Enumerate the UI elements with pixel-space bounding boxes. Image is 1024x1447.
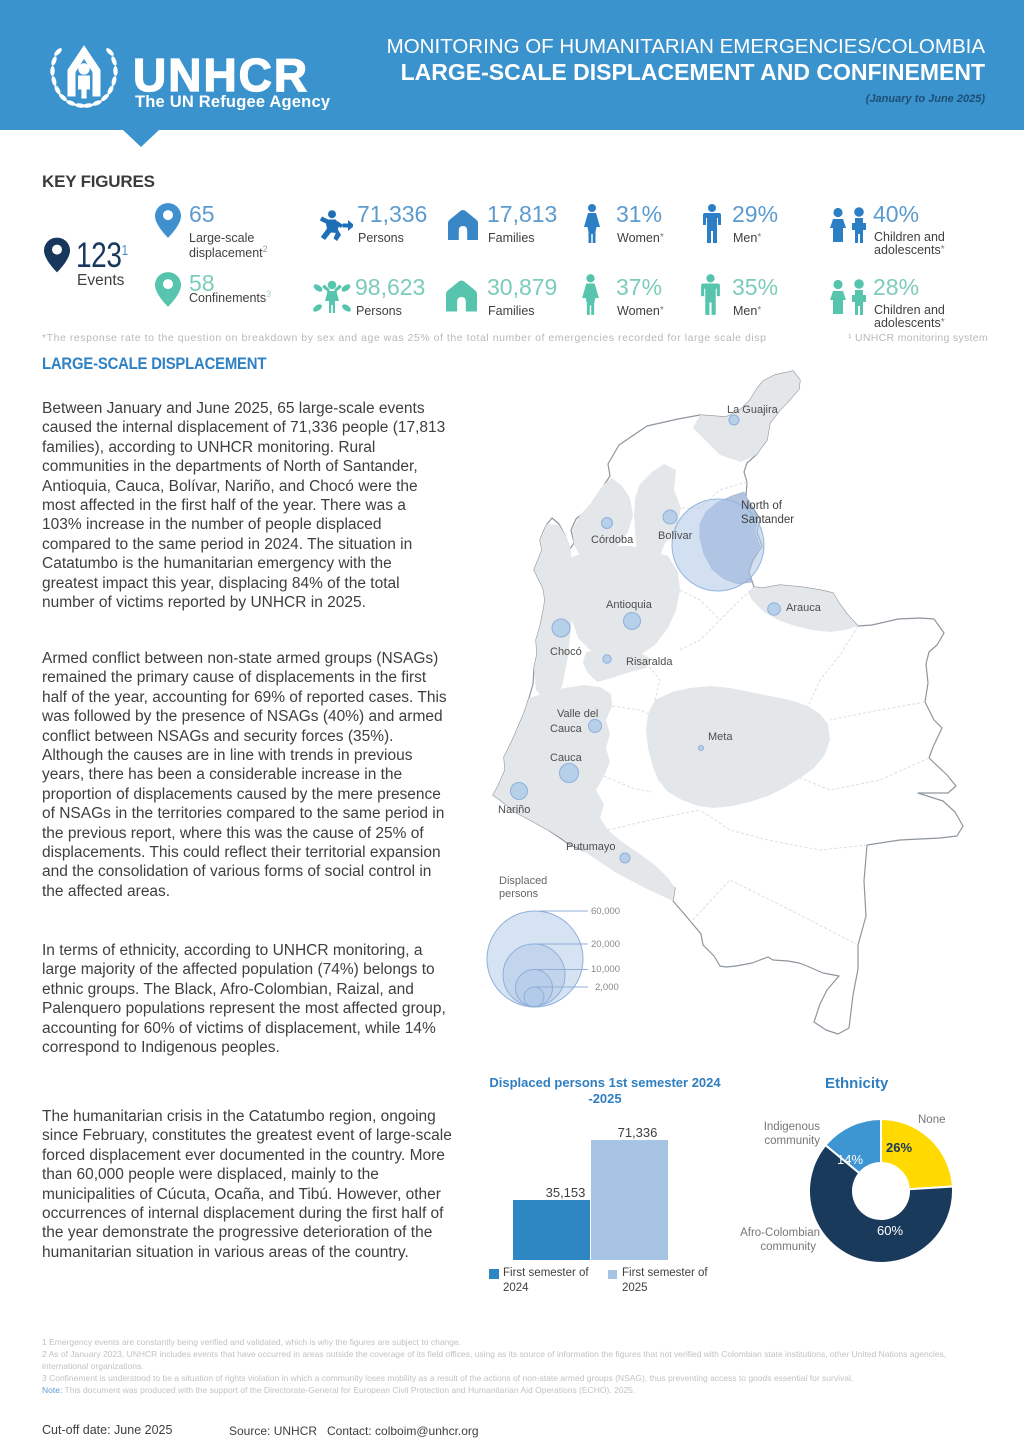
svg-text:Afro-Colombian: Afro-Colombian [740, 1227, 820, 1239]
svg-text:community: community [764, 1135, 820, 1147]
svg-text:Cauca: Cauca [550, 752, 583, 764]
svg-text:Santander: Santander [741, 514, 794, 526]
svg-text:Ethnicity: Ethnicity [825, 1075, 889, 1092]
svg-text:14%: 14% [837, 1152, 863, 1167]
svg-text:10,000: 10,000 [591, 964, 620, 975]
svg-text:Risaralda: Risaralda [626, 656, 673, 668]
svg-text:20,000: 20,000 [591, 939, 620, 950]
svg-text:2,000: 2,000 [595, 982, 619, 993]
svg-text:Chocó: Chocó [550, 646, 582, 658]
svg-text:La Guajira: La Guajira [727, 404, 779, 416]
svg-text:None: None [918, 1114, 946, 1126]
svg-text:Indigenous: Indigenous [764, 1121, 821, 1133]
svg-text:Displaced: Displaced [499, 875, 547, 887]
svg-text:Córdoba: Córdoba [591, 534, 634, 546]
svg-text:North of: North of [741, 500, 783, 512]
svg-text:60,000: 60,000 [591, 906, 620, 917]
svg-text:The UN Refugee Agency: The UN Refugee Agency [135, 93, 331, 110]
svg-text:Meta: Meta [708, 731, 733, 743]
svg-text:Arauca: Arauca [786, 602, 822, 614]
svg-text:26%: 26% [886, 1140, 912, 1155]
svg-text:persons: persons [499, 888, 539, 900]
svg-text:Antioquia: Antioquia [606, 599, 653, 611]
svg-text:Nariño: Nariño [498, 804, 530, 816]
svg-text:Cauca: Cauca [550, 723, 583, 735]
svg-text:community: community [760, 1241, 816, 1253]
svg-text:60%: 60% [877, 1223, 903, 1238]
svg-text:Bolívar: Bolívar [658, 530, 693, 542]
svg-text:UNHCR: UNHCR [133, 49, 309, 101]
svg-text:Putumayo: Putumayo [566, 841, 616, 853]
svg-text:Valle del: Valle del [557, 708, 598, 720]
